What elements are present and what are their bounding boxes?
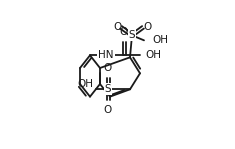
Text: OH: OH — [77, 79, 93, 89]
Text: O: O — [120, 27, 128, 37]
Text: O: O — [104, 105, 112, 115]
Text: O: O — [113, 22, 121, 32]
Text: S: S — [105, 84, 111, 94]
Text: OH: OH — [152, 35, 168, 45]
Text: OH: OH — [145, 50, 161, 60]
Text: HN: HN — [98, 50, 114, 60]
Text: O: O — [104, 63, 112, 73]
Text: O: O — [143, 22, 151, 32]
Text: S: S — [129, 30, 135, 40]
